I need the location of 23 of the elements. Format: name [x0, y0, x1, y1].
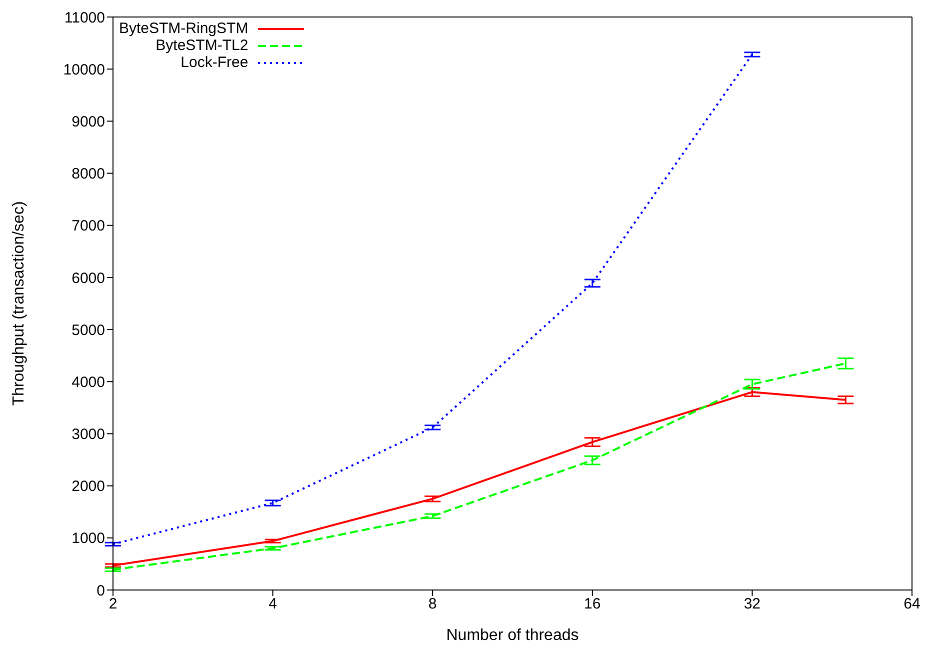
legend-label: ByteSTM-TL2	[156, 37, 248, 54]
y-tick-label: 8000	[72, 166, 105, 183]
x-tick-label: 8	[428, 596, 437, 613]
y-axis-title: Throughput (transaction/sec)	[10, 201, 28, 406]
y-tick-label: 9000	[72, 114, 105, 131]
y-tick-label: 3000	[72, 426, 105, 444]
y-tick-label: 11000	[64, 9, 105, 26]
x-tick-label: 16	[584, 596, 601, 613]
y-tick-label: 2000	[72, 478, 105, 496]
y-tick-label: 6000	[72, 270, 105, 287]
x-tick-label: 32	[744, 596, 761, 613]
y-tick-label: 10000	[63, 61, 105, 78]
y-tick-label: 0	[96, 582, 105, 600]
x-tick-label: 2	[108, 596, 118, 613]
x-axis-title: Number of threads	[446, 627, 579, 644]
y-tick-label: 1000	[72, 530, 105, 548]
y-tick-label: 4000	[72, 374, 105, 391]
legend-label: Lock-Free	[180, 54, 248, 71]
y-tick-label: 7000	[72, 218, 105, 235]
y-tick-label: 5000	[72, 322, 105, 339]
x-tick-label: 4	[268, 596, 277, 613]
x-tick-label: 64	[904, 596, 920, 613]
legend-label: ByteSTM-RingSTM	[119, 20, 248, 37]
